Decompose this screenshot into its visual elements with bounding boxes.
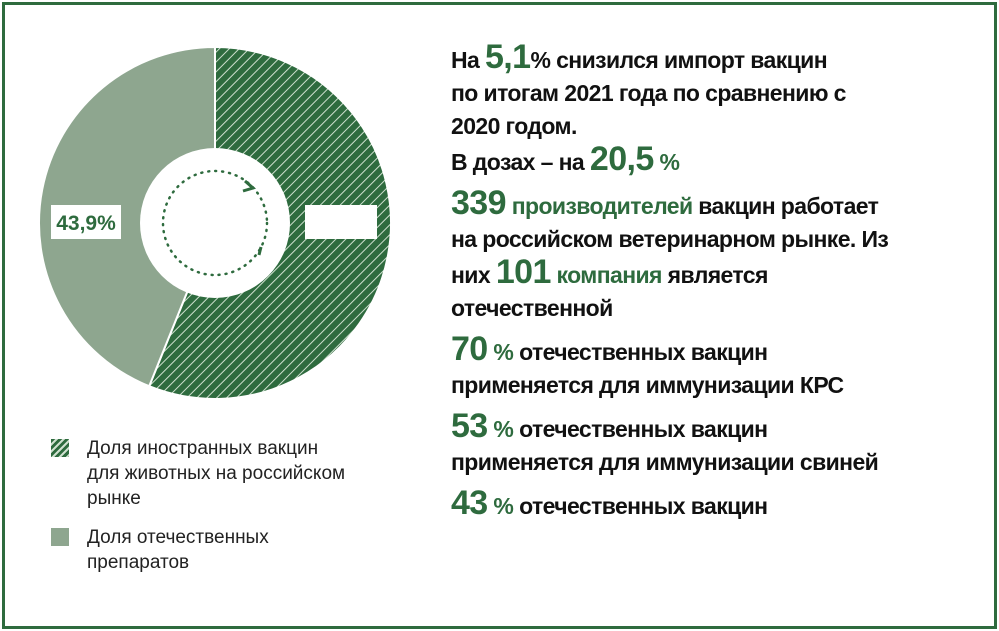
fact-text: % снизился импорт вакцин по итогам 2021 … — [451, 47, 846, 139]
fact-producers: 339 производителей вакцин работает на ро… — [451, 184, 891, 325]
domestic-share-label-box — [51, 205, 121, 239]
fact-number: 53 — [451, 407, 488, 445]
fact-highlight: % — [487, 493, 514, 519]
fact-number: 43 — [451, 484, 488, 522]
legend-swatch-foreign — [51, 439, 69, 457]
fact-text: является отечественной — [451, 262, 768, 321]
fact-number: 20,5 — [589, 140, 654, 178]
domestic-share-label: 43,9% — [56, 212, 116, 235]
fact-highlight: % — [487, 339, 514, 365]
donut-slice-domestic — [38, 45, 216, 388]
fact-number: 101 — [495, 253, 552, 291]
fact-highlight: % — [487, 416, 514, 442]
foreign-share-label-box — [305, 205, 377, 239]
fact-highlight: компания — [550, 262, 663, 288]
center-tick-icon — [257, 246, 263, 256]
legend-item-domestic: Доля отечественных препаратов — [51, 525, 351, 575]
fact-text: % — [653, 149, 680, 175]
legend-item-foreign: Доля иностранных вакцин для животных на … — [51, 436, 351, 511]
fact-number: 70 — [451, 330, 488, 368]
fact-text: отечественных вакцин применяется для имм… — [451, 339, 844, 398]
facts-column: На 5,1% снизился импорт вакцин по итогам… — [451, 38, 991, 531]
fact-text: отечественных вакцин — [513, 493, 768, 519]
fact-number: 339 — [451, 184, 507, 222]
center-dotted-ring — [161, 169, 269, 277]
fact-highlight: производителей — [505, 193, 693, 219]
donut-chart: 43,9% — [38, 45, 392, 400]
fact-text: вакцин работает на российском ветеринарн… — [451, 193, 889, 288]
fact-other: 43 % отечественных вакцин — [451, 484, 991, 523]
legend: Доля иностранных вакцин для животных на … — [51, 436, 351, 589]
fact-number: 5,1 — [485, 38, 531, 76]
fact-text: На — [451, 47, 485, 73]
legend-swatch-domestic — [51, 528, 69, 546]
fact-pigs: 53 % отечественных вакцин применяется дл… — [451, 407, 901, 479]
center-arrow-icon — [242, 179, 257, 193]
fact-cattle: 70 % отечественных вакцин применяется дл… — [451, 330, 871, 402]
legend-label-domestic: Доля отечественных препаратов — [87, 527, 269, 573]
legend-label-foreign: Доля иностранных вакцин для животных на … — [87, 438, 346, 509]
fact-text: отечественных вакцин применяется для имм… — [451, 416, 879, 475]
fact-text: В дозах – на — [451, 149, 590, 175]
fact-import-decline: На 5,1% снизился импорт вакцин по итогам… — [451, 38, 851, 179]
